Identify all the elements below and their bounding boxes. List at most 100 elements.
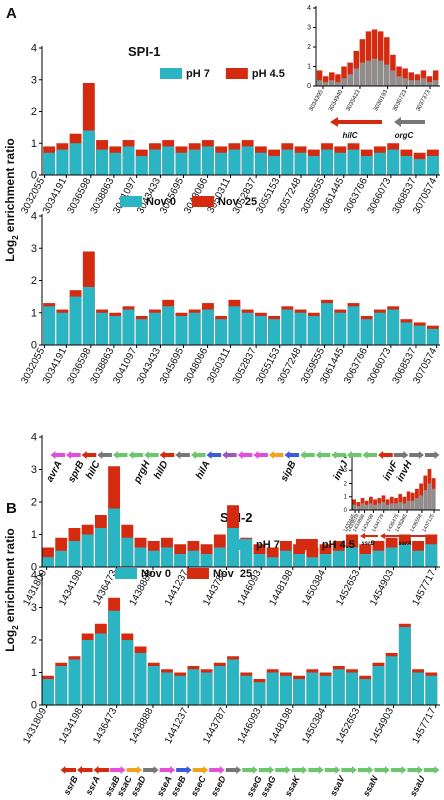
y-tick-label: 3	[31, 243, 37, 255]
x-tick-label: 1448198	[267, 568, 295, 608]
bar	[109, 315, 122, 345]
gene-label: sipB	[279, 459, 299, 483]
gene-arrow	[300, 451, 315, 459]
bar	[394, 503, 398, 510]
gene-arrow	[378, 451, 393, 459]
y-axis-label-rest: enrichment ratio	[3, 138, 17, 232]
gene-label: ssaN	[361, 774, 380, 798]
bar	[347, 74, 353, 86]
y-tick-label: 4	[31, 432, 37, 444]
bar	[420, 78, 427, 86]
gene-arrow	[341, 766, 357, 774]
x-tick-label: 1454903	[368, 706, 396, 746]
bar	[322, 82, 329, 86]
x-tick-label: 1448198	[267, 706, 295, 746]
y-tick-label: 0	[31, 562, 37, 574]
y-tick-label: 4	[31, 43, 37, 55]
bar	[94, 528, 107, 567]
bar	[200, 672, 213, 705]
bar	[364, 504, 369, 510]
gene-arrow	[209, 766, 225, 774]
bar	[266, 672, 279, 705]
bar	[432, 80, 439, 86]
bar	[359, 679, 372, 705]
y-tick-label: 2	[31, 106, 37, 118]
bar	[149, 149, 161, 175]
bar	[108, 610, 121, 705]
legend-swatch	[160, 68, 182, 79]
legend-label: pH 4.5	[322, 539, 355, 551]
y-axis-label-sub: 2	[11, 625, 20, 630]
bar	[81, 640, 94, 705]
bar	[281, 309, 294, 345]
bar	[68, 659, 81, 705]
bar	[307, 155, 320, 175]
bar	[108, 508, 121, 567]
panel-letter: A	[6, 5, 17, 22]
legend-swatch	[295, 539, 318, 550]
gene-arrow	[128, 451, 144, 459]
bar	[335, 82, 341, 86]
gene-arrow	[60, 766, 77, 774]
gene-arrow	[190, 451, 206, 459]
bar	[215, 319, 228, 345]
bar	[408, 80, 414, 86]
y-tick-label: 1	[344, 495, 348, 501]
gene-arrow	[409, 451, 424, 459]
legend-swatch	[186, 568, 209, 579]
gene-arrow	[225, 766, 242, 774]
bar	[200, 554, 213, 567]
bar	[266, 557, 279, 567]
bar	[69, 296, 82, 345]
bar	[389, 503, 394, 510]
bar	[377, 60, 384, 86]
legend-label: pH 7	[186, 68, 210, 80]
bar	[396, 76, 402, 86]
bar	[319, 554, 332, 567]
bar	[400, 322, 413, 345]
bar	[42, 557, 54, 567]
bar	[398, 627, 411, 705]
gene-arrow	[126, 766, 143, 774]
x-tick-label: 1436473	[91, 706, 119, 746]
bar	[122, 146, 135, 175]
gene-arrow	[331, 451, 346, 459]
bar	[69, 143, 82, 175]
y-tick-label: 2	[31, 497, 37, 509]
y-tick-label: 4	[31, 211, 37, 223]
bar	[408, 72, 414, 86]
gene-label: ssrA	[398, 541, 411, 547]
bar	[175, 152, 188, 175]
legend-swatch	[225, 68, 248, 79]
bar	[96, 149, 109, 175]
bar	[347, 306, 360, 345]
bar	[371, 29, 378, 86]
y-tick-label: 3	[31, 602, 37, 614]
x-tick-label: 1441237	[163, 706, 191, 746]
legend-label: pH 4.5	[252, 68, 285, 80]
gene-arrow	[407, 766, 423, 774]
bar	[398, 502, 403, 510]
y-tick-label: 2	[31, 635, 37, 647]
bar	[135, 155, 148, 175]
bar	[227, 659, 239, 705]
legend-label: Nov 0	[146, 196, 176, 208]
y-axis-label-text: Log	[3, 240, 17, 262]
gene-label: sseC	[189, 774, 208, 798]
gene-arrow	[394, 117, 425, 127]
x-tick-label: 1450384	[300, 568, 328, 608]
y-tick-label: 1	[31, 307, 37, 319]
bar	[352, 504, 357, 510]
bar	[316, 80, 323, 86]
gene-arrow	[66, 451, 81, 459]
bar	[56, 149, 69, 175]
bar	[294, 312, 307, 345]
bar	[294, 152, 307, 175]
bar	[307, 315, 320, 345]
bar	[377, 31, 384, 86]
bar	[332, 550, 345, 567]
bar	[121, 640, 134, 705]
gene-arrow	[222, 451, 237, 459]
bar	[398, 544, 411, 567]
